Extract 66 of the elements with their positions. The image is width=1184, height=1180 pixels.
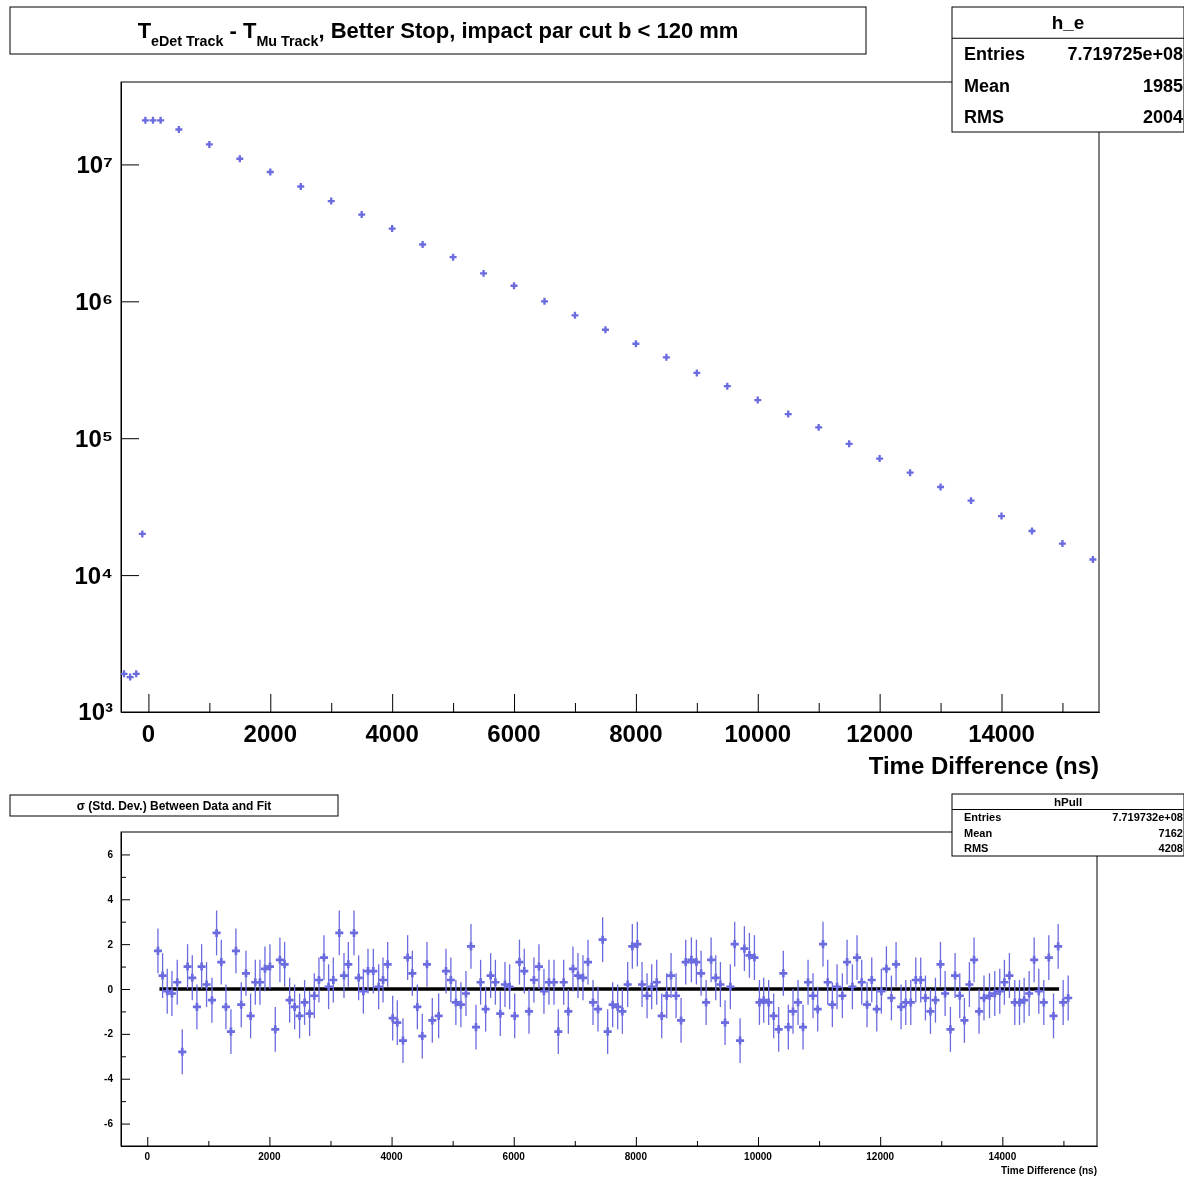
text: 4208 <box>1158 842 1183 855</box>
x-tick-label: 8000 <box>624 1151 648 1162</box>
point <box>1089 556 1097 563</box>
annotation: RMS <box>964 842 989 855</box>
point <box>998 512 1005 520</box>
x-tick-label: 2000 <box>258 1151 281 1162</box>
text: 7.719725e+08 <box>1067 44 1183 65</box>
x-tick-label: 4000 <box>365 720 419 747</box>
y-tick-label: -4 <box>104 1073 114 1085</box>
text: 2004 <box>1142 106 1183 127</box>
point <box>480 269 488 277</box>
y-tick-label: 2 <box>107 938 114 950</box>
text: h_e <box>1051 12 1085 34</box>
point <box>358 211 366 219</box>
point <box>662 353 670 361</box>
point <box>175 125 183 133</box>
y-tick-label: -2 <box>104 1028 114 1040</box>
point <box>297 182 305 190</box>
y-tick-label: 4 <box>107 893 114 905</box>
annotation: Mean <box>964 75 1011 96</box>
text: 1985 <box>1142 75 1183 96</box>
x-tick-label: 10000 <box>724 720 792 747</box>
point <box>1058 540 1066 548</box>
point <box>601 326 609 334</box>
text: Entries <box>964 811 1002 824</box>
annotation: RMS <box>964 106 1004 127</box>
y-tick-label: 10⁷ <box>76 150 113 178</box>
point <box>141 116 149 124</box>
x-tick-label: 6000 <box>487 720 541 747</box>
x-tick-label: 14000 <box>968 720 1035 747</box>
y-tick-label: 10⁴ <box>74 561 113 589</box>
x-axis-title: Time Difference (ns) <box>1001 1165 1097 1176</box>
x-tick-label: 14000 <box>988 1151 1017 1162</box>
point <box>876 455 884 463</box>
point <box>121 670 128 678</box>
text: 7.719732e+08 <box>1112 811 1183 824</box>
y-tick-label: 10⁵ <box>75 424 113 452</box>
point <box>157 116 165 124</box>
x-tick-label: 8000 <box>609 720 663 747</box>
point <box>967 497 975 505</box>
y-tick-label: 6 <box>107 848 114 860</box>
x-tick-label: 10000 <box>744 1151 773 1162</box>
point <box>541 297 548 305</box>
point <box>388 225 396 233</box>
x-tick-label: 4000 <box>380 1151 404 1162</box>
y-tick-label: -6 <box>104 1118 114 1130</box>
point <box>937 483 945 491</box>
x-tick-label: 12000 <box>846 720 914 747</box>
x-tick-label: 0 <box>144 1151 151 1162</box>
x-tick-label: 12000 <box>866 1151 895 1162</box>
x-axis-title: Time Difference (ns) <box>868 752 1099 779</box>
x-tick-label: 2000 <box>243 720 297 747</box>
text: 7162 <box>1158 826 1183 839</box>
text: hPull <box>1053 795 1083 808</box>
point <box>815 423 823 431</box>
y-tick-label: 0 <box>107 983 114 995</box>
y-tick-label: 10³ <box>78 698 114 726</box>
y-tick-label: 10⁶ <box>75 287 113 315</box>
point <box>205 140 213 148</box>
chart-title: σ (Std. Dev.) Between Data and Fit <box>76 798 272 813</box>
text: Entries <box>964 44 1026 65</box>
point <box>419 241 427 248</box>
x-tick-label: 0 <box>141 720 156 747</box>
chart-title: T$_{eDet Track}$ - T$_{Mu Track}$, Better Stop, impact par cut b < 120 mm <box>137 18 739 50</box>
annotation: Mean <box>964 826 993 839</box>
x-tick-label: 6000 <box>502 1151 526 1162</box>
